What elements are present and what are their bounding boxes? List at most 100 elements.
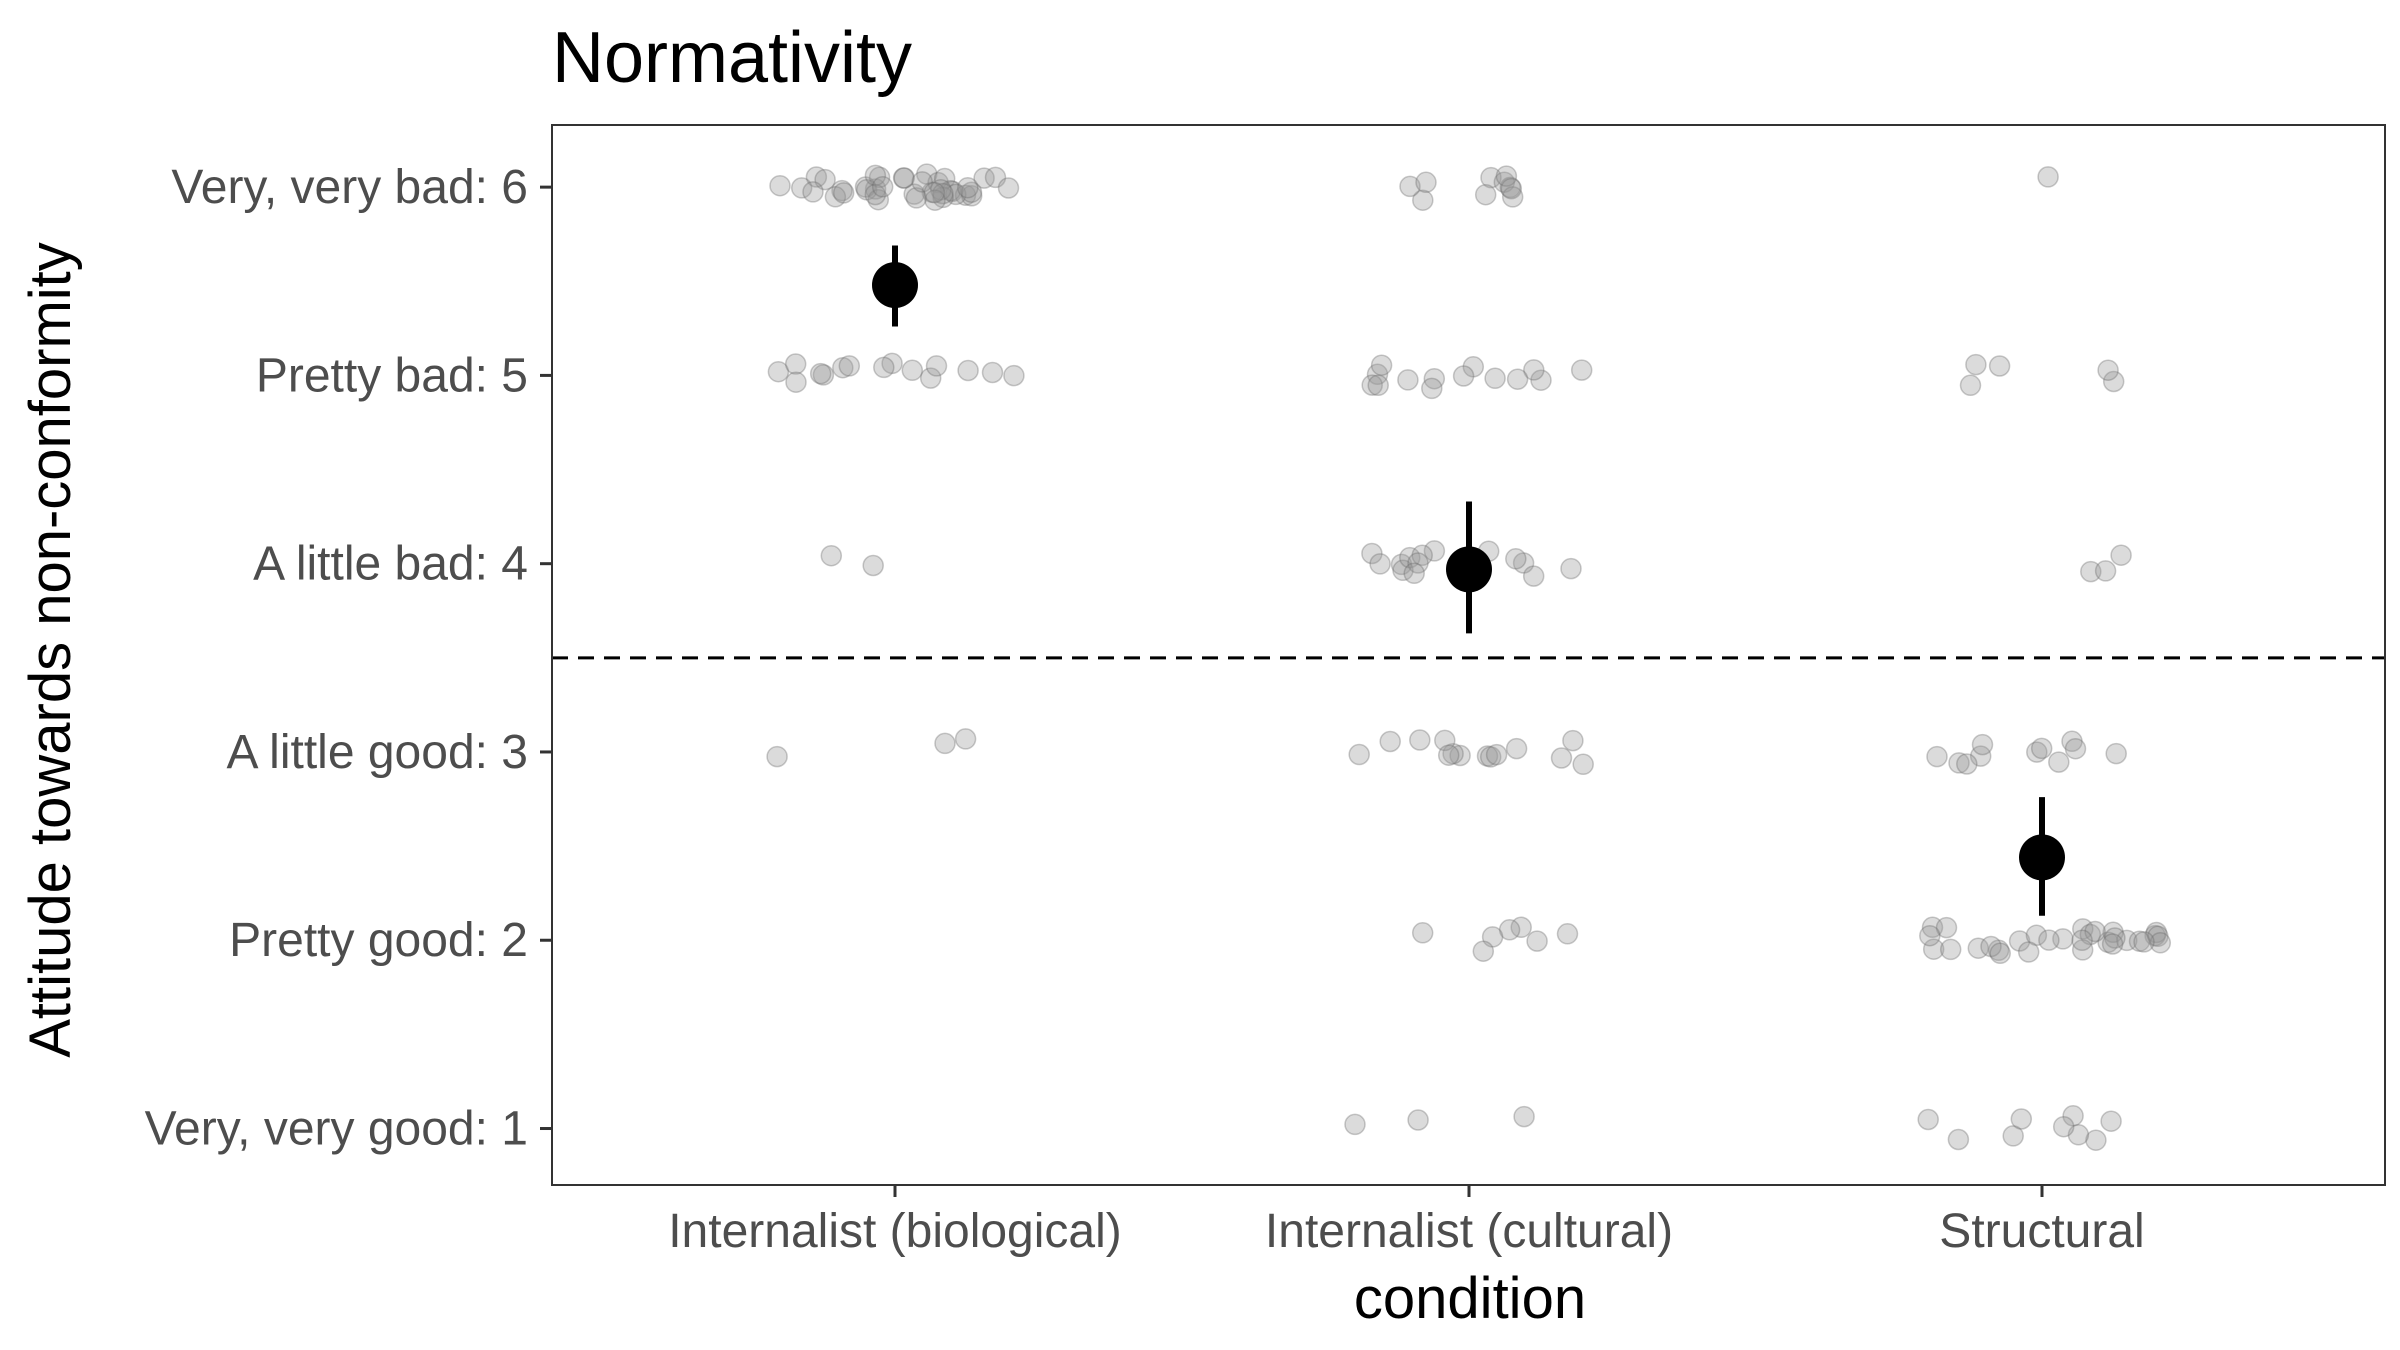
- data-point: [2052, 928, 2074, 950]
- data-point: [1935, 916, 1958, 939]
- data-point: [1409, 729, 1431, 751]
- data-point: [1522, 565, 1545, 587]
- data-point: [2149, 932, 2172, 954]
- data-point: [1437, 744, 1460, 766]
- data-point: [2100, 1110, 2122, 1132]
- y-tick-label: A little bad: 4: [253, 538, 528, 591]
- data-point: [1370, 354, 1393, 376]
- data-point: [1498, 919, 1521, 941]
- data-point: [2072, 918, 2094, 940]
- data-point: [1922, 938, 1945, 960]
- y-axis-title: Attitude towards non-conformity: [18, 242, 83, 1058]
- data-point: [1493, 171, 1516, 193]
- data-point: [2094, 560, 2117, 582]
- data-point: [1560, 557, 1582, 580]
- data-point: [1462, 356, 1485, 378]
- data-point: [873, 356, 895, 379]
- data-point: [1412, 189, 1434, 211]
- x-axis-title: condition: [1354, 1266, 1586, 1331]
- data-point: [939, 179, 962, 202]
- data-point: [2101, 933, 2124, 955]
- plot-panel: [551, 124, 2386, 1186]
- data-point: [1989, 942, 2011, 965]
- data-point: [1484, 367, 1506, 390]
- data-point: [941, 180, 964, 203]
- data-point: [1921, 916, 1944, 939]
- data-point: [1480, 166, 1502, 189]
- data-point: [1987, 939, 2010, 962]
- data-point: [809, 362, 832, 385]
- data-point: [916, 163, 938, 185]
- data-point: [2145, 921, 2168, 944]
- data-point: [1348, 743, 1370, 766]
- data-point: [1481, 926, 1504, 948]
- data-point: [1967, 937, 1990, 959]
- data-point: [954, 184, 977, 206]
- data-point: [1948, 752, 1970, 774]
- data-point: [1442, 742, 1464, 765]
- y-tick-label: Pretty bad: 5: [256, 349, 528, 402]
- data-point: [1969, 745, 1992, 767]
- data-point: [1926, 745, 1948, 768]
- x-tick-label: Internalist (biological): [668, 1205, 1122, 1258]
- data-point: [1556, 923, 1579, 945]
- data-point: [2030, 737, 2053, 760]
- data-point: [1947, 1128, 1970, 1151]
- data-point: [2133, 931, 2155, 953]
- data-point: [2052, 1115, 2075, 1138]
- x-tick-label: Structural: [1939, 1205, 2144, 1258]
- data-point: [973, 167, 995, 189]
- data-point: [2067, 1124, 2090, 1146]
- data-point: [1399, 175, 1421, 198]
- data-point: [1505, 737, 1528, 760]
- data-point: [1919, 924, 1941, 947]
- data-point: [785, 371, 807, 393]
- data-point: [1407, 1109, 1429, 1131]
- data-point: [1476, 745, 1499, 767]
- data-point: [862, 554, 884, 577]
- data-point: [1501, 186, 1524, 208]
- data-point: [2064, 737, 2087, 760]
- data-point: [2102, 370, 2125, 393]
- data-point: [1485, 743, 1508, 766]
- data-point: [1472, 940, 1495, 962]
- data-point: [1495, 165, 1518, 187]
- data-point: [812, 364, 835, 386]
- data-point: [2110, 544, 2132, 566]
- data-point: [919, 367, 942, 389]
- mean-markers: [872, 245, 2065, 916]
- data-point: [1399, 546, 1421, 569]
- data-point: [1344, 1113, 1366, 1136]
- data-point: [1917, 1108, 1939, 1131]
- data-point: [921, 181, 943, 204]
- data-point: [957, 176, 979, 199]
- data-point: [814, 168, 836, 191]
- x-axis: Internalist (biological) Internalist (cul…: [668, 1185, 2145, 1258]
- chart-title: Normativity: [552, 18, 912, 98]
- mean-point: [1446, 546, 1492, 593]
- data-point: [997, 177, 1020, 199]
- data-point: [2105, 742, 2127, 765]
- data-point: [927, 171, 949, 194]
- data-point: [1572, 753, 1594, 776]
- data-point: [932, 182, 954, 205]
- data-point: [901, 359, 924, 382]
- data-point: [864, 183, 887, 206]
- data-point: [802, 181, 824, 203]
- data-point: [854, 176, 877, 198]
- data-point: [1965, 353, 1987, 376]
- data-point: [1526, 930, 1548, 952]
- y-tick-label: Very, very good: 1: [145, 1103, 528, 1156]
- data-point: [824, 186, 847, 208]
- data-point: [2128, 930, 2151, 952]
- y-tick-label: Pretty good: 2: [229, 914, 528, 967]
- data-point: [893, 167, 915, 189]
- data-point: [1411, 922, 1434, 944]
- y-tick-label: Very, very bad: 6: [171, 161, 528, 214]
- data-point: [957, 359, 979, 382]
- data-point: [832, 356, 854, 379]
- data-point: [1512, 552, 1535, 574]
- data-point: [892, 167, 915, 189]
- data-point: [1361, 542, 1383, 565]
- data-point: [1959, 374, 1982, 397]
